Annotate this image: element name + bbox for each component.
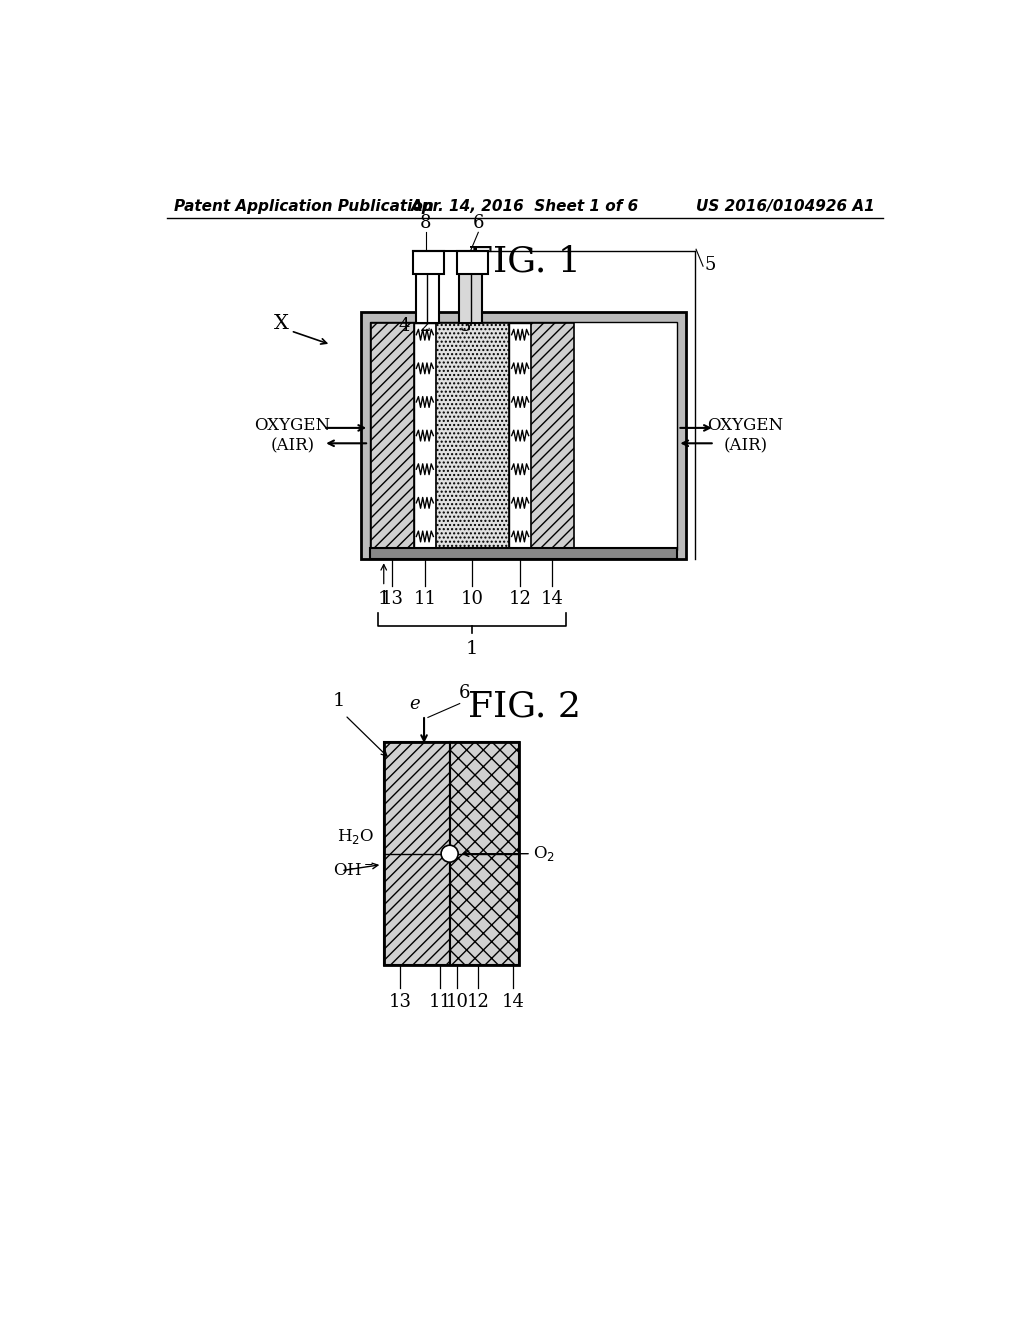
Text: 2: 2: [420, 317, 431, 335]
Bar: [414, 251, 444, 275]
Bar: [384, 742, 450, 965]
Text: 11: 11: [429, 993, 452, 1011]
Bar: [457, 251, 487, 275]
Text: 4: 4: [399, 317, 411, 335]
Text: 10: 10: [445, 993, 469, 1011]
Text: 12: 12: [467, 993, 489, 1011]
Bar: [509, 323, 531, 548]
Text: Apr. 14, 2016  Sheet 1 of 6: Apr. 14, 2016 Sheet 1 of 6: [411, 198, 639, 214]
Bar: [459, 272, 482, 323]
Text: 12: 12: [509, 590, 531, 609]
Text: 1: 1: [333, 692, 345, 710]
Bar: [414, 323, 435, 548]
Text: FIG. 1: FIG. 1: [468, 244, 582, 279]
Text: 6: 6: [472, 214, 484, 231]
Text: 5: 5: [705, 256, 716, 273]
Bar: [435, 323, 509, 548]
Text: H$_2$O: H$_2$O: [337, 828, 375, 846]
Text: 14: 14: [502, 993, 524, 1011]
Bar: [416, 272, 438, 323]
Text: 8: 8: [420, 214, 431, 231]
Text: 14: 14: [541, 590, 563, 609]
Text: e: e: [410, 694, 420, 713]
Bar: [370, 322, 677, 549]
Text: 1: 1: [466, 640, 478, 657]
Text: 6: 6: [459, 684, 470, 702]
Bar: [360, 313, 686, 558]
Text: 13: 13: [381, 590, 403, 609]
Text: X: X: [274, 314, 289, 334]
Text: 11: 11: [414, 590, 436, 609]
Text: OXYGEN
(AIR): OXYGEN (AIR): [254, 417, 331, 454]
Text: 3: 3: [460, 317, 471, 335]
Text: 10: 10: [461, 590, 483, 609]
Text: O$_2$: O$_2$: [534, 845, 555, 863]
Bar: [384, 742, 519, 965]
Bar: [372, 323, 414, 548]
Text: OXYGEN
(AIR): OXYGEN (AIR): [708, 417, 783, 454]
Text: OH$^-$: OH$^-$: [334, 862, 375, 879]
Bar: [370, 548, 677, 558]
Text: FIG. 2: FIG. 2: [468, 689, 582, 723]
Bar: [450, 742, 519, 965]
Text: Patent Application Publication: Patent Application Publication: [174, 198, 434, 214]
Circle shape: [441, 845, 458, 862]
Text: US 2016/0104926 A1: US 2016/0104926 A1: [696, 198, 876, 214]
Text: 13: 13: [388, 993, 412, 1011]
Text: 1: 1: [378, 590, 390, 609]
Bar: [531, 323, 573, 548]
